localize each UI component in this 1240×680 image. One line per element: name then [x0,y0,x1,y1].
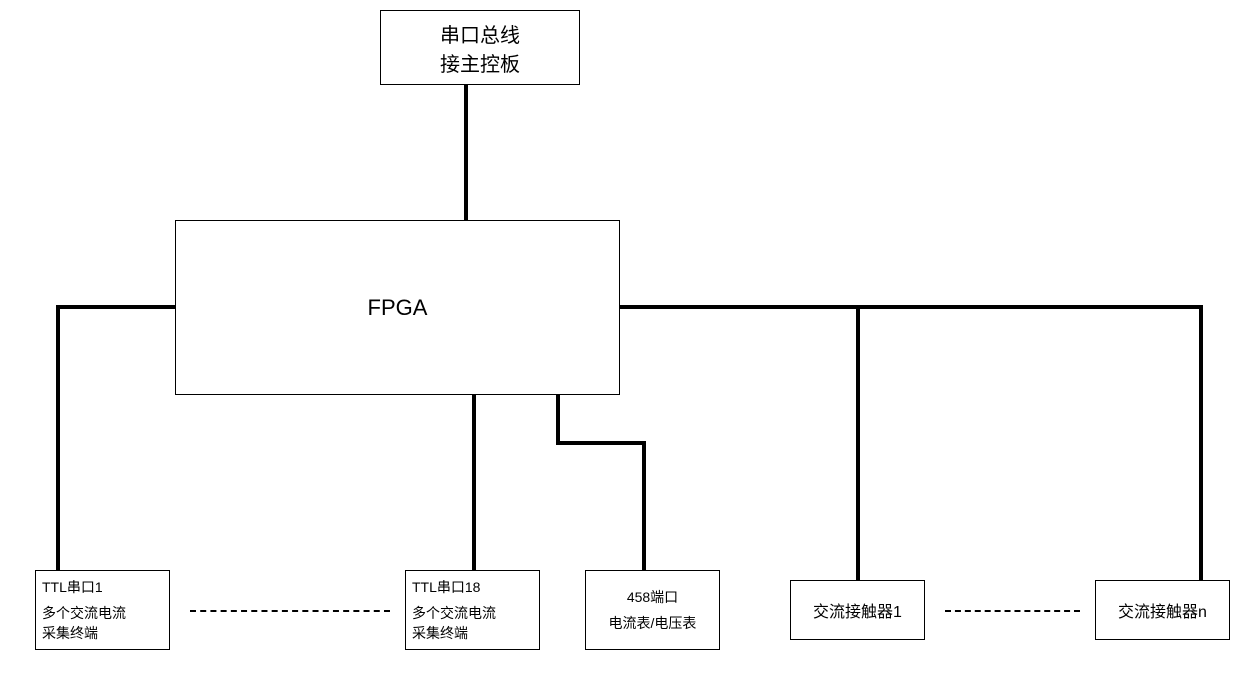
edge-fpga-458-v2 [642,441,646,570]
serial-bus-box: 串口总线 接主控板 [380,10,580,85]
edge-fpga-left-h [56,305,176,309]
ttl18-line2: 多个交流电流 [412,603,496,623]
serial-bus-label-2: 接主控板 [440,48,520,77]
edge-fpga-contactorn-v [1199,305,1203,580]
ttl1-line1: TTL串口1 [42,577,103,597]
edge-fpga-ttl18-v [472,395,476,570]
fpga-box: FPGA [175,220,620,395]
ttl-port-18-box: TTL串口18 多个交流电流 采集终端 [405,570,540,650]
ttl18-line1: TTL串口18 [412,577,480,597]
ac-contactor-n-box: 交流接触器n [1095,580,1230,640]
ttl18-line3: 采集终端 [412,623,468,643]
edge-fpga-contactor1-v [856,305,860,580]
port458-line1: 458端口 [627,587,678,607]
ac-contactor-1-box: 交流接触器1 [790,580,925,640]
contactor1-label: 交流接触器1 [813,598,902,622]
port458-line2: 电流表/电压表 [609,613,697,633]
fpga-label: FPGA [368,295,428,321]
edge-fpga-458-h [556,441,646,445]
serial-bus-label-1: 串口总线 [440,19,520,48]
dash-ttl-ellipsis [190,610,390,612]
edge-fpga-458-v1 [556,395,560,445]
edge-fpga-ttl1-v [56,305,60,570]
edge-top-fpga [464,85,468,220]
edge-fpga-right-h [620,305,1203,309]
ttl-port-1-box: TTL串口1 多个交流电流 采集终端 [35,570,170,650]
ttl1-line3: 采集终端 [42,623,98,643]
contactorn-label: 交流接触器n [1118,598,1207,622]
dash-contactor-ellipsis [945,610,1080,612]
port-458-box: 458端口 电流表/电压表 [585,570,720,650]
ttl1-line2: 多个交流电流 [42,603,126,623]
